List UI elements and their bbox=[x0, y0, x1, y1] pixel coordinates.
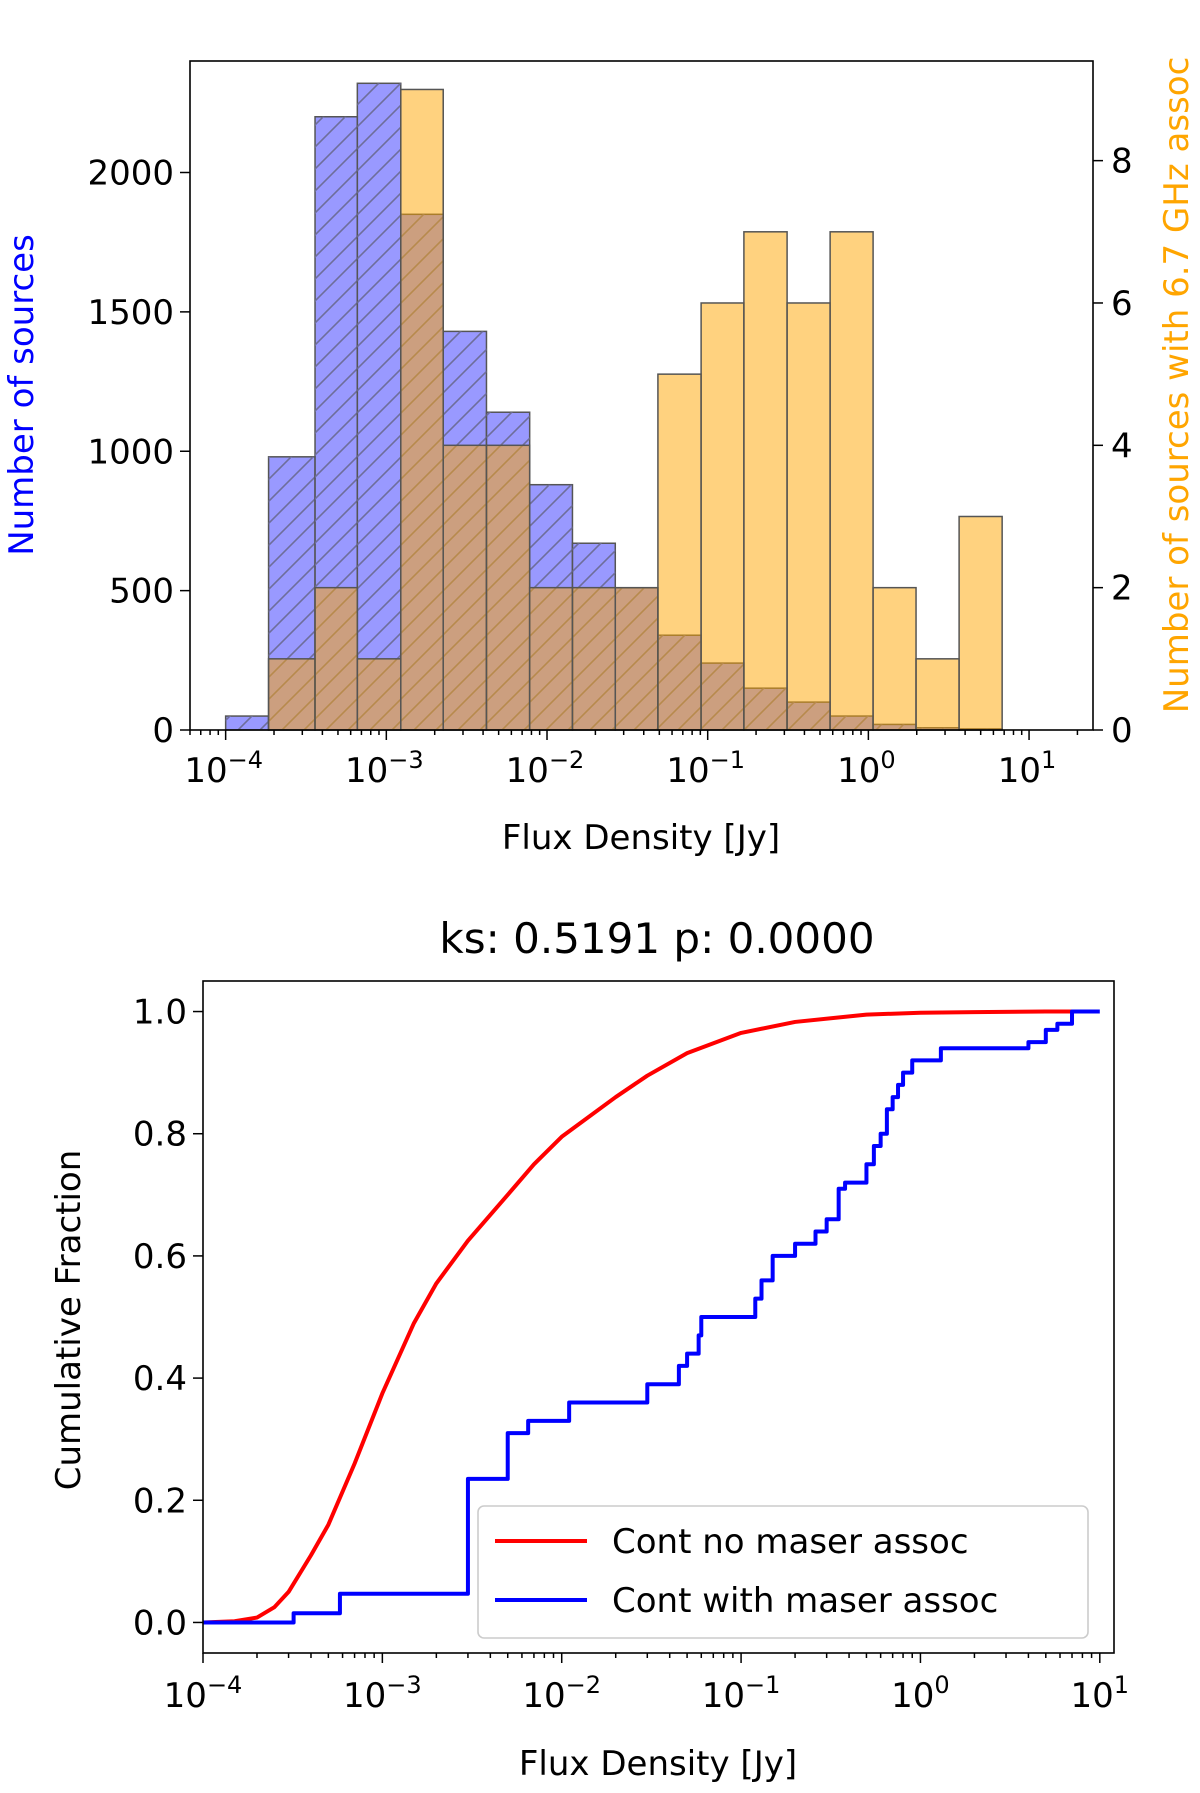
legend-label-red: Cont no maser assoc bbox=[612, 1522, 969, 1562]
right-bar-12 bbox=[743, 231, 788, 731]
cumulative-frame bbox=[202, 980, 1115, 1654]
cdf-y-tick-label-2: 0.4 bbox=[133, 1359, 187, 1399]
right-bar-1 bbox=[267, 658, 316, 731]
right-bar-16 bbox=[915, 658, 960, 731]
right-bar-6 bbox=[485, 444, 531, 731]
right-bar-7 bbox=[528, 586, 574, 731]
right-y-tick-label-1: 2 bbox=[1111, 569, 1133, 609]
cdf-y-tick-label-5: 1.0 bbox=[133, 993, 187, 1033]
right-bar-15 bbox=[872, 586, 917, 731]
histogram-x-label: Flux Density [Jy] bbox=[502, 818, 780, 858]
histogram-left-y-ticks: 0 500 1000 1500 2000 bbox=[87, 154, 190, 751]
cdf-x-tick-label-0: 10−4 bbox=[164, 1671, 243, 1716]
right-y-tick-label-3: 6 bbox=[1111, 284, 1133, 324]
cdf-y-tick-label-0: 0.0 bbox=[133, 1603, 187, 1643]
right-bar-8 bbox=[571, 586, 617, 731]
x-tick-label-1: 10−3 bbox=[345, 746, 424, 791]
cdf-x-tick-label-2: 10−2 bbox=[522, 1671, 601, 1716]
x-tick-label-4: 100 bbox=[837, 746, 896, 791]
left-bar-0-hatch bbox=[225, 716, 269, 730]
cumulative-lines bbox=[202, 1009, 1100, 1625]
left-y-tick-label-2: 1000 bbox=[87, 432, 174, 472]
blue-cdf-line bbox=[203, 1009, 1100, 1625]
legend: Cont no maser assoc Cont with maser asso… bbox=[477, 1505, 1089, 1639]
legend-box bbox=[477, 1505, 1089, 1639]
histogram-left-y-label: Number of sources bbox=[2, 234, 42, 556]
right-bar-5 bbox=[442, 444, 488, 731]
cdf-y-tick-label-3: 0.6 bbox=[133, 1237, 187, 1277]
right-bar-11 bbox=[700, 302, 745, 731]
histogram-x-ticks: 10−4 10−3 10−2 10−1 100 101 bbox=[184, 730, 1079, 791]
right-bar-17 bbox=[958, 515, 1003, 731]
cdf-x-tick-label-3: 10−1 bbox=[702, 1671, 781, 1716]
red-cdf-line bbox=[202, 1009, 1073, 1625]
left-y-tick-label-1: 500 bbox=[109, 572, 174, 612]
right-bar-2 bbox=[314, 586, 359, 731]
cumulative-y-ticks: 0.0 0.2 0.4 0.6 0.8 1.0 bbox=[133, 993, 203, 1643]
cdf-x-tick-label-5: 101 bbox=[1071, 1671, 1130, 1716]
right-bar-4 bbox=[400, 88, 444, 731]
left-y-tick-label-3: 1500 bbox=[87, 293, 174, 333]
left-y-tick-label-4: 2000 bbox=[87, 154, 174, 194]
left-y-tick-label-0: 0 bbox=[152, 711, 174, 751]
x-tick-label-5: 101 bbox=[998, 746, 1057, 791]
right-y-tick-label-2: 4 bbox=[1111, 426, 1133, 466]
histogram-right-y-ticks: 0 2 4 6 8 bbox=[1093, 142, 1133, 751]
right-bar-14 bbox=[829, 231, 874, 731]
x-tick-label-3: 10−1 bbox=[666, 746, 745, 791]
right-bar-3 bbox=[356, 658, 402, 731]
cumulative-y-label: Cumulative Fraction bbox=[49, 1150, 89, 1491]
cumulative-x-ticks: 10−4 10−3 10−2 10−1 100 101 bbox=[164, 1653, 1129, 1716]
cumulative-chart: ks: 0.5191 p: 0.0000 10−4 10−3 10−2 10−1 100… bbox=[49, 914, 1129, 1784]
right-bar-10 bbox=[657, 373, 702, 731]
cumulative-chart-title: ks: 0.5191 p: 0.0000 bbox=[439, 914, 874, 963]
x-tick-label-2: 10−2 bbox=[506, 746, 585, 791]
right-y-tick-label-4: 8 bbox=[1111, 142, 1133, 182]
cdf-y-tick-label-1: 0.2 bbox=[133, 1481, 187, 1521]
legend-label-blue: Cont with maser assoc bbox=[612, 1581, 998, 1621]
histogram-chart: 10−4 10−3 10−2 10−1 100 101 0500100015002000 … bbox=[2, 57, 1197, 858]
cdf-y-tick-label-4: 0.8 bbox=[133, 1115, 187, 1155]
right-bar-13 bbox=[786, 302, 831, 731]
histogram-frame bbox=[189, 60, 1094, 731]
cumulative-x-label: Flux Density [Jy] bbox=[519, 1744, 797, 1784]
right-bar-9 bbox=[614, 586, 659, 731]
histogram-right-y-label: Number of sources with 6.7 GHz assoc bbox=[1157, 57, 1197, 714]
cdf-x-tick-label-1: 10−3 bbox=[343, 1671, 422, 1716]
right-axis-bars bbox=[267, 88, 1003, 731]
left-bar-3-hatch bbox=[357, 83, 401, 731]
x-tick-label-0: 10−4 bbox=[184, 746, 263, 791]
cdf-x-tick-label-4: 100 bbox=[891, 1671, 950, 1716]
right-y-tick-label-0: 0 bbox=[1111, 711, 1133, 751]
